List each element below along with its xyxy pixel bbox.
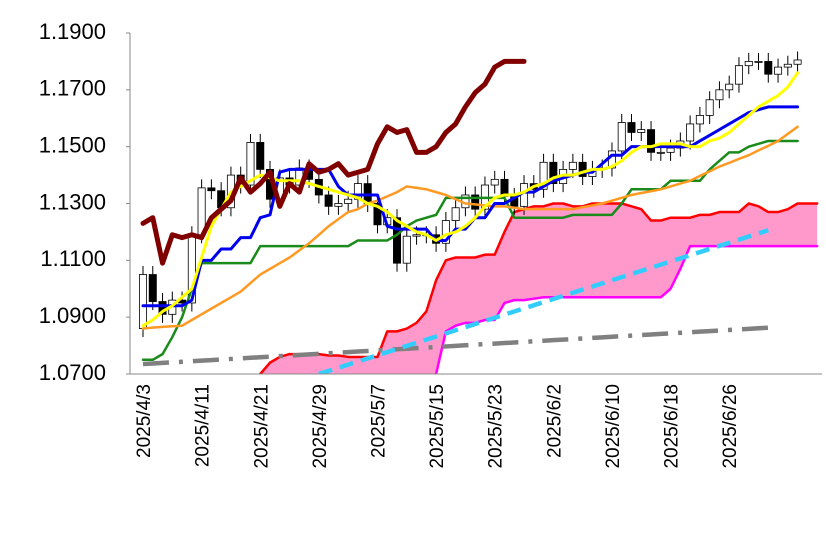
x-tick-label: 2025/6/26: [720, 384, 741, 469]
trend-line: [142, 325, 769, 367]
x-tick-label: 2025/5/7: [368, 384, 389, 458]
candle-body: [393, 217, 402, 264]
labels: 1.0700 1.0900 1.1100 1.1300 1.1500 1.1700 1.19…: [39, 19, 742, 469]
candle-body: [138, 274, 147, 329]
candle-body: [549, 161, 558, 185]
y-tick-label: 1.1300: [39, 189, 106, 214]
indicator-line: [141, 125, 799, 330]
candle-body: [666, 147, 675, 153]
x-tick-label: 2025/4/21: [251, 384, 272, 469]
candle-body: [344, 198, 353, 204]
axes: [126, 32, 822, 375]
candle-body: [705, 99, 714, 116]
indicator-line: [140, 58, 527, 266]
y-tick-label: 1.1700: [39, 76, 106, 101]
trend-line: [318, 228, 769, 374]
candle-body: [568, 161, 577, 170]
plot-area: [138, 51, 819, 374]
x-tick-label: 2025/6/2: [544, 384, 565, 458]
candle-body: [246, 142, 255, 186]
y-tick-label: 1.1900: [39, 19, 106, 44]
candle-body: [324, 194, 333, 207]
candle-body: [793, 59, 802, 65]
candle-body: [754, 61, 763, 63]
candle-body: [744, 61, 753, 67]
candle-body: [725, 83, 734, 91]
candle-body: [686, 123, 695, 142]
candle-body: [148, 274, 157, 302]
candle-body: [441, 220, 450, 244]
y-tick-label: 1.0900: [39, 303, 106, 328]
x-tick-label: 2025/6/18: [662, 384, 683, 469]
x-tick-label: 2025/6/10: [603, 384, 624, 469]
candle-body: [373, 203, 382, 226]
candle-body: [734, 65, 743, 85]
candle-body: [774, 66, 783, 75]
candle-body: [578, 161, 587, 177]
candle-body: [334, 203, 343, 207]
candle-body: [471, 194, 480, 210]
y-tick-label: 1.1500: [39, 132, 106, 157]
candle-body: [764, 61, 773, 75]
candle-body: [695, 115, 704, 125]
span-a-line: [258, 202, 819, 374]
candle-body: [402, 235, 411, 264]
candle-body: [539, 161, 548, 190]
candle-body: [783, 63, 792, 68]
candle-body: [715, 89, 724, 101]
candle-body: [627, 122, 636, 133]
candle-body: [490, 178, 499, 186]
y-tick-label: 1.1100: [40, 246, 106, 271]
candle-body: [656, 151, 665, 154]
x-tick-label: 2025/4/11: [193, 384, 214, 467]
x-tick-label: 2025/5/15: [427, 384, 448, 469]
candle-body: [412, 234, 421, 237]
candle-body: [256, 142, 265, 170]
x-tick-label: 2025/5/23: [486, 384, 507, 469]
x-tick-label: 2025/4/3: [134, 384, 155, 458]
candle-body: [617, 122, 626, 152]
candle-body: [451, 207, 460, 221]
x-tick-label: 2025/4/29: [310, 384, 331, 469]
y-tick-label: 1.0700: [39, 360, 106, 385]
candle-body: [637, 129, 646, 133]
candle-body: [207, 187, 216, 192]
candle-body: [647, 129, 656, 153]
indicator-line: [141, 71, 800, 328]
